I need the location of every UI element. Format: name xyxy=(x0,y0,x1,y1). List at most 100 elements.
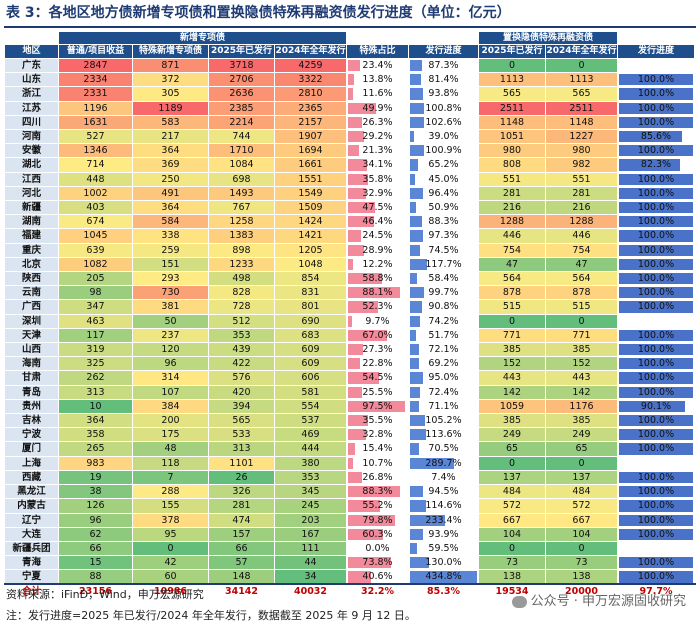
refi2024-cell: 667 xyxy=(545,512,618,528)
refi-progress-cell-fill xyxy=(619,287,693,299)
region-cell: 河南 xyxy=(4,129,59,145)
refi-progress-cell: 100.0% xyxy=(617,114,695,131)
special-share-cell-value: 22.8% xyxy=(362,358,393,370)
progress-cell-value: 71.1% xyxy=(428,400,459,412)
refi2025-cell: 152 xyxy=(478,356,546,372)
special-cell: 584 xyxy=(132,214,209,230)
progress-cell: 114.6% xyxy=(408,498,479,514)
region-cell: 新疆 xyxy=(4,200,59,216)
issued-cell: 1084 xyxy=(208,157,275,173)
progress-cell: 289.7% xyxy=(408,455,479,471)
table-row: 宁波 358 175 533 469 32.8% 113.6% 249 249 100.0% xyxy=(4,427,695,443)
progress-cell-fill xyxy=(410,528,423,540)
table-row: 宁夏 88 60 148 34 40.6% 434.8% 138 138 100.0% xyxy=(4,569,695,585)
region-cell: 湖北 xyxy=(4,157,59,173)
refi-progress-cell-value: 100.0% xyxy=(637,500,675,512)
table-row: 吉林 364 200 565 537 35.5% 105.2% 385 385 100.0% xyxy=(4,413,695,429)
region-cell: 湖南 xyxy=(4,214,59,230)
progress-cell-fill xyxy=(410,486,423,498)
issued-cell: 3718 xyxy=(208,57,275,74)
refi2024-cell: 385 xyxy=(545,413,618,429)
region-cell: 深圳 xyxy=(4,313,59,329)
refi-progress-cell-value: 100.0% xyxy=(637,372,675,384)
refi-progress-cell-value: 100.0% xyxy=(637,344,675,356)
special-cell: 50 xyxy=(132,313,209,329)
progress-cell-value: 74.2% xyxy=(428,315,459,327)
refi-progress-cell: 100.0% xyxy=(617,498,695,514)
table-row: 北京 1082 151 1233 1048 12.2% 117.7% 47 47 100.0% xyxy=(4,256,695,273)
progress-cell-fill xyxy=(410,102,424,114)
progress-cell: 233.4% xyxy=(408,512,479,528)
special-share-cell: 67.0% xyxy=(346,327,409,344)
bond-issuance-table: 新增专项债 置换隐债特殊再融资债 地区 普通/项目收益 特殊新增专项债 2025… xyxy=(4,31,695,599)
progress-cell-fill xyxy=(410,415,425,427)
refi2025-cell: 137 xyxy=(478,469,546,486)
progress-cell: 70.5% xyxy=(408,441,479,457)
special-cell: 96 xyxy=(132,356,209,372)
refi-progress-cell-fill xyxy=(619,429,693,441)
refi2024-cell: 0 xyxy=(545,313,618,329)
refi-progress-cell: 100.0% xyxy=(617,484,695,500)
special-share-cell-fill xyxy=(348,131,364,143)
refi-progress-cell-fill xyxy=(619,216,693,228)
progress-cell: 7.4% xyxy=(408,469,479,486)
refi-progress-cell: 100.0% xyxy=(617,271,695,287)
refi-progress-cell: 100.0% xyxy=(617,342,695,358)
title-rule xyxy=(4,26,696,28)
refi2025-cell: 1113 xyxy=(478,72,546,88)
refi2025-cell: 47 xyxy=(478,256,546,273)
issued-cell: 1101 xyxy=(208,455,275,471)
refi-progress-cell: 100.0% xyxy=(617,555,695,571)
special-share-cell-fill xyxy=(348,244,364,256)
special-share-cell-value: 79.8% xyxy=(362,514,393,526)
special-share-cell-value: 32.8% xyxy=(362,429,393,441)
refi2025-cell: 1059 xyxy=(478,398,546,415)
normal-cell: 325 xyxy=(58,356,133,372)
refi-progress-cell-value: 100.0% xyxy=(637,415,675,427)
issued-cell: 148 xyxy=(208,569,275,585)
refi-progress-cell-fill xyxy=(619,400,686,413)
full-cell: 1048 xyxy=(274,256,347,273)
normal-cell: 313 xyxy=(58,384,133,400)
special-share-cell-fill xyxy=(348,273,382,285)
region-cell: 天津 xyxy=(4,327,59,344)
normal-cell: 117 xyxy=(58,327,133,344)
refi-progress-cell-fill xyxy=(619,372,693,384)
refi2024-cell: 0 xyxy=(545,540,618,557)
table-row: 安徽 1346 364 1710 1694 21.3% 100.9% 980 980 100.0% xyxy=(4,143,695,159)
refi2025-cell: 565 xyxy=(478,86,546,102)
refi-progress-cell-value: 100.0% xyxy=(637,557,675,569)
normal-cell: 1082 xyxy=(58,256,133,273)
refi-progress-cell-fill xyxy=(619,344,693,356)
normal-cell: 205 xyxy=(58,271,133,287)
progress-cell: 88.3% xyxy=(408,214,479,230)
progress-cell: 96.4% xyxy=(408,185,479,202)
normal-cell: 62 xyxy=(58,526,133,542)
refi-progress-cell: 100.0% xyxy=(617,356,695,372)
full-cell: 1661 xyxy=(274,157,347,173)
total-refi2024-cell: 20000 xyxy=(545,583,618,599)
progress-cell-value: 289.7% xyxy=(425,457,462,469)
progress-cell: 81.4% xyxy=(408,72,479,88)
refi2025-cell: 142 xyxy=(478,384,546,400)
special-share-cell: 49.9% xyxy=(346,100,409,116)
progress-cell-value: 114.6% xyxy=(425,500,462,512)
total-special-cell: 10986 xyxy=(132,583,209,599)
normal-cell: 463 xyxy=(58,313,133,329)
total-share-cell: 32.2% xyxy=(346,583,409,599)
refi-progress-cell-value: 100.0% xyxy=(637,571,675,583)
table-row: 山西 319 120 439 609 27.3% 72.1% 385 385 100.0% xyxy=(4,342,695,358)
special-share-cell: 29.2% xyxy=(346,129,409,145)
region-cell: 浙江 xyxy=(4,86,59,102)
refi2025-cell: 980 xyxy=(478,143,546,159)
refi-progress-cell-fill xyxy=(619,116,693,129)
refi-progress-cell: 100.0% xyxy=(617,327,695,344)
refi-progress-cell-fill xyxy=(619,358,693,370)
special-cell: 48 xyxy=(132,441,209,457)
refi-progress-cell: 100.0% xyxy=(617,427,695,443)
table-row: 黑龙江 38 288 326 345 88.3% 94.5% 484 484 100.0% xyxy=(4,484,695,500)
special-cell: 384 xyxy=(132,398,209,415)
normal-cell: 2334 xyxy=(58,72,133,88)
issued-cell: 1258 xyxy=(208,214,275,230)
special-cell: 0 xyxy=(132,540,209,557)
